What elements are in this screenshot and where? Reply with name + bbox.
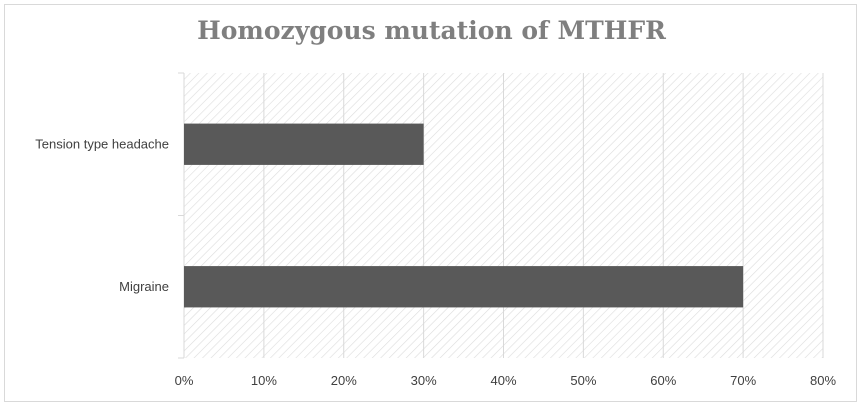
x-tick-label: 40%	[490, 373, 516, 388]
x-tick-label: 10%	[251, 373, 277, 388]
chart-title: Homozygous mutation of MTHFR	[197, 16, 666, 45]
bar	[184, 123, 424, 165]
category-label: Tension type headache	[35, 136, 169, 151]
x-tick-label: 30%	[411, 373, 437, 388]
x-tick-label: 20%	[331, 373, 357, 388]
x-tick-label: 80%	[810, 373, 836, 388]
x-tick-label: 0%	[175, 373, 194, 388]
x-tick-label: 60%	[650, 373, 676, 388]
x-tick-label: 70%	[730, 373, 756, 388]
x-tick-label: 50%	[570, 373, 596, 388]
category-label: Migraine	[119, 279, 169, 294]
bar	[184, 266, 744, 308]
